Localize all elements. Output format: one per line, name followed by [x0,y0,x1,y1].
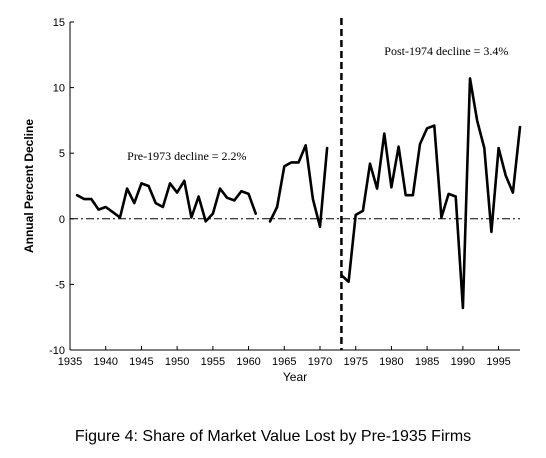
series-line-segment-3 [341,78,520,308]
x-tick-label: 1950 [165,356,189,368]
y-tick-label: -5 [55,279,65,291]
x-tick-label: 1955 [201,356,225,368]
x-tick-label: 1990 [451,356,475,368]
x-axis-title: Year [283,370,307,384]
series-layer [77,78,520,308]
series-line-segment-2 [270,145,327,226]
x-tick-label: 1985 [415,356,439,368]
x-tick-label: 1940 [93,356,117,368]
x-tick-label: 1935 [58,356,82,368]
y-tick-label: 5 [59,148,65,160]
annotation-2: Post-1974 decline = 3.4% [384,44,508,58]
x-tick-label: 1970 [308,356,332,368]
y-tick-label: 15 [53,17,65,29]
y-axis-title: Annual Percent Decline [22,119,36,253]
y-tick-label: 10 [53,83,65,95]
series-line-segment-1 [77,181,256,222]
x-tick-label: 1995 [486,356,510,368]
x-tick-label: 1945 [129,356,153,368]
axes-layer [70,18,520,350]
x-tick-label: 1980 [379,356,403,368]
x-tick-label: 1975 [343,356,367,368]
x-tick-label: 1965 [272,356,296,368]
x-tick-label: 1960 [236,356,260,368]
annotation-1: Pre-1973 decline = 2.2% [127,149,246,163]
figure-caption: Figure 4: Share of Market Value Lost by … [0,428,546,446]
y-tick-label: 0 [59,214,65,226]
